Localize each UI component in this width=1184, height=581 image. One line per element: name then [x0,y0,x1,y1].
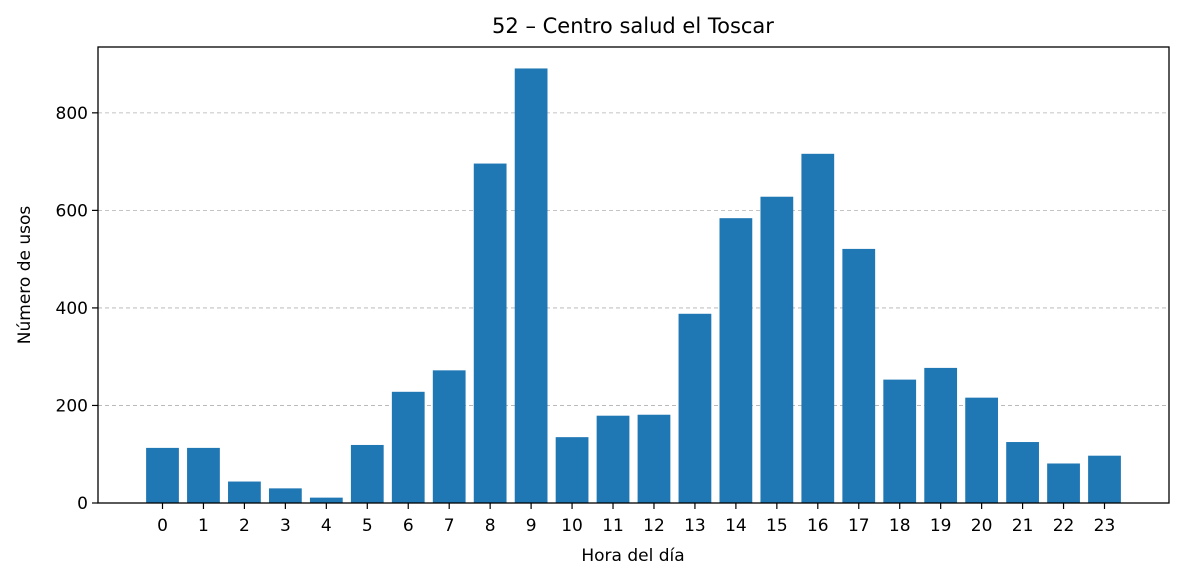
bar-17 [842,248,876,503]
x-tick-label: 12 [643,516,665,536]
x-tick-label: 14 [725,516,747,536]
y-tick-label: 200 [56,396,88,416]
bar-10 [555,437,589,503]
bar-14 [719,218,753,503]
y-axis-label: Número de usos [15,206,35,345]
x-tick-label: 17 [848,516,870,536]
bar-12 [637,414,671,503]
bar-9 [514,68,548,503]
gridlines [98,112,1169,406]
bar-19 [924,367,958,503]
x-tick-label: 3 [280,516,291,536]
x-tick-label: 13 [684,516,706,536]
x-tick-label: 19 [930,516,952,536]
bars [146,68,1121,504]
y-tick-label: 400 [56,299,88,319]
bar-15 [760,196,794,503]
bar-5 [350,444,384,503]
bar-6 [391,391,425,503]
x-tick-label: 21 [1012,516,1034,536]
bar-2 [228,481,261,503]
bar-16 [801,153,835,504]
x-tick-label: 4 [321,516,332,536]
x-axis-label: Hora del día [581,546,684,566]
x-tick-label: 9 [526,516,537,536]
plot-frame [97,46,1170,504]
y-tick-label: 800 [56,104,88,124]
x-tick-label: 18 [889,516,911,536]
bar-1 [187,447,220,503]
bar-3 [268,488,302,503]
bar-22 [1047,463,1080,503]
x-tick-label: 11 [602,516,624,536]
bar-13 [678,313,712,503]
x-tick-label: 15 [766,516,788,536]
y-tick-label: 600 [56,201,88,221]
x-tick-label: 20 [971,516,993,536]
bar-18 [883,379,917,503]
x-tick-label: 10 [561,516,583,536]
bar-4 [309,497,343,503]
x-axis-ticks: 0 1 2 3 4 5 6 7 8 9 10 11 12 13 14 15 16 17 18 19 20 21 22 23 [157,503,1115,536]
bar-11 [596,415,630,503]
bar-0 [146,447,179,503]
x-tick-label: 6 [403,516,414,536]
bar-8 [473,163,507,503]
chart-title: 52 – Centro salud el Toscar [492,14,774,38]
bar-21 [1006,442,1039,503]
x-tick-label: 1 [198,516,209,536]
x-tick-label: 22 [1053,516,1075,536]
x-tick-label: 8 [485,516,496,536]
bar-20 [965,397,999,503]
x-tick-label: 2 [239,516,250,536]
bar-23 [1088,455,1121,503]
x-tick-label: 0 [157,516,168,536]
y-axis-ticks: 0 200 400 600 800 [56,104,98,514]
y-tick-label: 0 [77,494,88,514]
bar-7 [432,370,466,503]
x-tick-label: 16 [807,516,829,536]
x-tick-label: 5 [362,516,373,536]
x-tick-label: 23 [1094,516,1116,536]
x-tick-label: 7 [444,516,455,536]
